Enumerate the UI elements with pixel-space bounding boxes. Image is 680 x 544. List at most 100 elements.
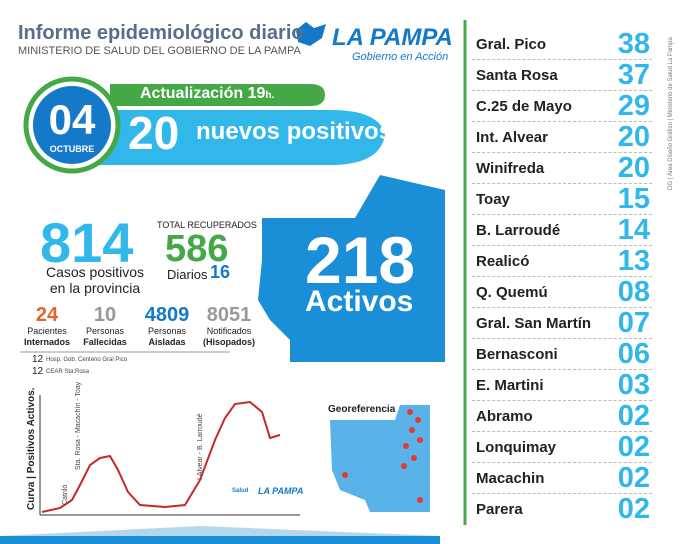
logo-icon (296, 22, 326, 46)
map-title: Georeferencia (328, 404, 396, 415)
locality-name: Lonquimay (476, 439, 557, 456)
curve-title: Curva | Positivos Activos. (26, 387, 37, 510)
locality-name: C.25 de Mayo (476, 98, 572, 115)
curve-salud: Salud (232, 488, 249, 494)
curve-line (41, 400, 281, 513)
case-dots (342, 409, 423, 503)
locality-count: 14 (617, 214, 650, 246)
stat-label: Personas (147, 326, 187, 336)
stat-label: Aisladas (148, 337, 186, 347)
row-separator (472, 59, 652, 60)
locality-count: 29 (617, 90, 650, 122)
row-separator (472, 307, 652, 308)
locality-name: Toay (476, 191, 510, 208)
locality-name: Gral. San Martín (476, 315, 592, 332)
logo-tagline: Gobierno en Acción (352, 51, 449, 63)
stat-label: Personas (85, 326, 125, 336)
row-separator (472, 369, 652, 370)
curve-logo: LA PAMPA (258, 486, 304, 496)
locality-count: 06 (617, 338, 650, 370)
locality-name: Santa Rosa (476, 67, 558, 84)
recovered-label: TOTAL RECUPERADOS (157, 220, 257, 230)
row-separator (472, 121, 652, 122)
recovered-value: 586 (165, 228, 229, 270)
daily-value: 16 (210, 262, 231, 282)
curve-annotation: Sta. Rosa - Macachín - Toay (75, 381, 82, 470)
row-separator (472, 431, 652, 432)
locality-count: 03 (617, 369, 650, 401)
locality-count: 08 (617, 276, 650, 308)
bottom-bar (0, 536, 440, 544)
update-time: 19 (247, 85, 266, 102)
stat-label: Pacientes (27, 326, 67, 336)
row-separator (472, 400, 652, 401)
locality-name: Abramo (476, 408, 533, 425)
locality-name: Q. Quemú (476, 284, 548, 301)
locality-count: 38 (617, 28, 650, 60)
locality-count: 20 (617, 152, 650, 184)
row-separator (472, 214, 652, 215)
hospital-count: 12 (32, 354, 44, 365)
locality-count: 02 (617, 493, 650, 525)
locality-name: B. Larroudé (476, 222, 561, 239)
new-cases-value: 20 (128, 107, 180, 159)
hospital-label: Hosp. Gob. Centeno Gral Pico (46, 357, 128, 363)
locality-name: Parera (476, 501, 523, 518)
row-separator (472, 276, 652, 277)
curve-annotation: Catriló (62, 484, 69, 505)
stat-label: Notificados (206, 326, 252, 336)
active-value: 218 (305, 223, 416, 297)
hospital-count: 12 (32, 366, 44, 377)
locality-name: Realicó (476, 253, 530, 270)
curve-annotation: I.Alvear - B. Larroudé (197, 413, 204, 480)
mini-map (330, 405, 430, 512)
locality-name: Macachin (476, 470, 545, 487)
bottom-swoosh (0, 526, 440, 536)
update-suffix: h. (265, 90, 275, 101)
row-separator (472, 152, 652, 153)
row-separator (472, 493, 652, 494)
banner-green (110, 84, 325, 106)
stat-value: 8051 (206, 304, 252, 326)
locality-name: E. Martini (476, 377, 544, 394)
date-circle (33, 86, 111, 164)
credit: DG | Área Diseño Gráfico | Ministerio de… (668, 37, 674, 190)
row-separator (472, 183, 652, 184)
locality-name: Winifreda (476, 160, 545, 177)
locality-count: 20 (617, 121, 650, 153)
stat-label: (Hisopados) (202, 337, 255, 347)
stat-label: Fallecidas (83, 337, 127, 347)
stat-label: Internados (23, 337, 70, 347)
stat-value: 10 (93, 304, 117, 326)
logo-text: LA PAMPA (332, 24, 453, 51)
locality-count: 02 (617, 431, 650, 463)
new-cases-label: nuevos positivos (196, 118, 393, 145)
update-label: Actualización (140, 85, 244, 102)
row-separator (472, 462, 652, 463)
province-shape (258, 175, 445, 362)
stat-value: 4809 (144, 304, 190, 326)
locality-count: 37 (617, 59, 650, 91)
row-separator (472, 90, 652, 91)
daily-label: Diarios (167, 267, 208, 282)
locality-count: 13 (617, 245, 650, 277)
date-month: OCTUBRE (49, 144, 95, 154)
locality-count: 02 (617, 462, 650, 494)
banner-blue (70, 110, 385, 165)
locality-name: Gral. Pico (476, 36, 547, 53)
total-cases-value: 814 (40, 211, 134, 274)
update: Actualización 19h. (140, 85, 274, 103)
row-separator (472, 338, 652, 339)
total-cases-label: en la provincia (49, 280, 141, 296)
hospital-label: CEAR Sta.Rosa (46, 369, 90, 375)
active-label: Activos (305, 285, 414, 318)
locality-count: 15 (617, 183, 650, 215)
locality-name: Bernasconi (476, 346, 558, 363)
subtitle: MINISTERIO DE SALUD DEL GOBIERNO DE LA P… (18, 45, 301, 57)
locality-count: 02 (617, 400, 650, 432)
date-day: 04 (48, 96, 96, 143)
total-cases-label: Casos positivos (45, 264, 145, 280)
row-separator (472, 245, 652, 246)
locality-name: Int. Alvear (476, 129, 548, 146)
